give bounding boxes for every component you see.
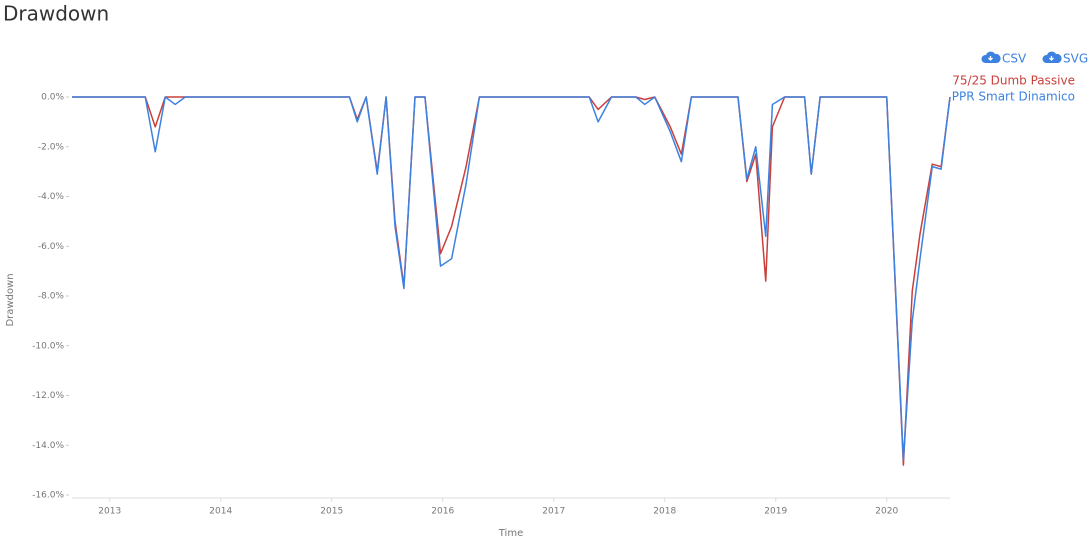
button-label: SVG (1063, 52, 1088, 66)
x-tick-label: 2014 (209, 507, 232, 517)
x-tick-label: 2013 (98, 507, 121, 517)
button-label: CSV (1002, 52, 1027, 66)
download-csv[interactable]: CSV (981, 52, 1027, 66)
legend-entry: PPR Smart Dinamico (952, 90, 1075, 104)
x-tick-label: 2016 (431, 507, 454, 517)
x-tick-label: 2015 (320, 507, 343, 517)
y-tick-label: -14.0% (32, 441, 64, 451)
chart-title: Drawdown (3, 2, 109, 26)
y-axis-label: Drawdown (5, 273, 16, 326)
x-tick-label: 2020 (875, 507, 898, 517)
download-arrow (1049, 56, 1054, 61)
line-series (72, 96, 951, 461)
y-tick-label: -12.0% (32, 391, 64, 401)
x-axis-label: Time (498, 528, 523, 539)
line-series (72, 96, 951, 466)
y-tick-label: -4.0% (38, 192, 65, 202)
y-tick-label: -6.0% (38, 242, 65, 252)
download-arrow (988, 56, 993, 61)
y-tick-label: -2.0% (38, 142, 65, 152)
x-tick-label: 2017 (542, 507, 565, 517)
x-tick-label: 2019 (764, 507, 787, 517)
y-tick-label: -16.0% (32, 491, 64, 501)
download-svg[interactable]: SVG (1042, 52, 1088, 66)
y-tick-label: -8.0% (38, 292, 65, 302)
legend-entry: 75/25 Dumb Passive (952, 74, 1075, 88)
y-tick-label: 0.0% (41, 93, 64, 103)
y-tick-label: -10.0% (32, 341, 64, 351)
x-tick-label: 2018 (653, 507, 676, 517)
